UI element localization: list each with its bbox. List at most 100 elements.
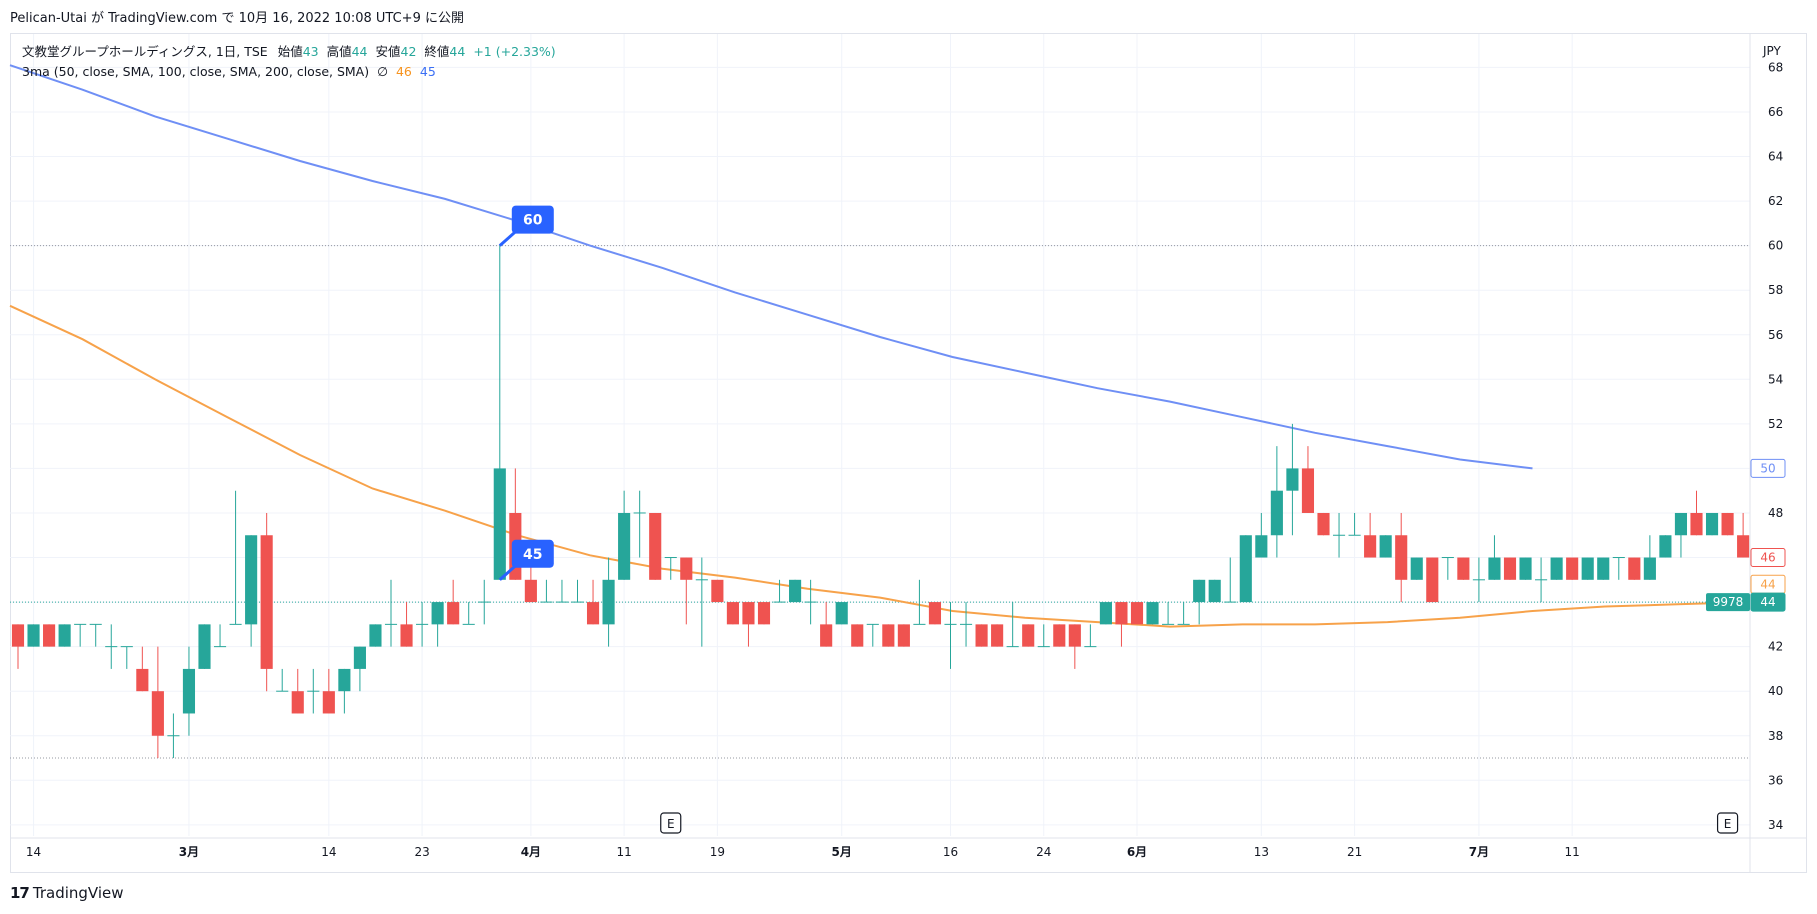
candle-body — [1721, 512, 1734, 536]
open-value: 43 — [302, 44, 319, 59]
x-tick-label: 14 — [26, 845, 41, 859]
candle-body — [493, 468, 506, 580]
change-value: +1 (+2.33%) — [473, 44, 556, 59]
candle-body — [1503, 557, 1517, 580]
candle-body — [680, 557, 693, 580]
candle-body — [447, 602, 460, 625]
currency-label: JPY — [1762, 44, 1782, 58]
price-scale-labels: 50 46 44 44 9978 — [1706, 458, 1786, 612]
indicator-name[interactable]: 3ma (50, close, SMA, 100, close, SMA, 20… — [22, 64, 370, 79]
candle-body — [1146, 602, 1159, 625]
candle-body — [1457, 557, 1470, 580]
candle-body — [1286, 468, 1299, 491]
horizontal-levels — [10, 245, 1750, 759]
price-scale-label-box — [1750, 592, 1786, 612]
price-scale-label-value: 46 — [1760, 551, 1775, 565]
candle-body — [975, 624, 988, 647]
x-tick-label: 19 — [710, 845, 725, 859]
candle-body — [1022, 624, 1035, 647]
candle-body — [1115, 602, 1128, 625]
chart-frame — [10, 33, 1807, 873]
x-tick-label: 14 — [321, 845, 336, 859]
low-value: 42 — [400, 44, 417, 59]
y-tick-label: 38 — [1768, 729, 1783, 743]
candle-body — [182, 668, 196, 714]
symbol-name[interactable]: 文教堂グループホールディングス, 1日, TSE — [22, 44, 268, 59]
candle-body — [245, 535, 258, 625]
candle-body — [1270, 490, 1283, 536]
candle-body — [1130, 602, 1144, 625]
candle-body — [928, 602, 942, 625]
earnings-marker[interactable] — [660, 812, 682, 834]
candle-body — [742, 602, 755, 625]
callout-box[interactable] — [511, 539, 554, 568]
candle-body — [1628, 557, 1641, 580]
candle-body — [991, 624, 1004, 647]
indicator-na-icon: ∅ — [377, 64, 388, 79]
x-tick-label: 3月 — [179, 845, 199, 859]
price-scale-label-value: 44 — [1760, 577, 1775, 591]
callout-value: 45 — [523, 547, 542, 563]
ma200-value: 45 — [419, 64, 436, 79]
candle-body — [1053, 624, 1066, 647]
candle-body — [1519, 557, 1532, 580]
x-tick-label: 21 — [1347, 845, 1362, 859]
candle-body — [58, 624, 71, 647]
price-scale-label-value: 44 — [1760, 595, 1775, 609]
y-tick-label: 60 — [1768, 239, 1783, 253]
symbol-legend-row: 文教堂グループホールディングス, 1日, TSE 始値43 高値44 安値42 … — [22, 42, 556, 62]
candle-body — [431, 602, 444, 625]
y-tick-label: 52 — [1768, 417, 1783, 431]
candle-body — [851, 624, 864, 647]
candle-body — [1239, 535, 1252, 603]
y-tick-label: 54 — [1768, 372, 1783, 386]
candle-body — [43, 624, 56, 647]
x-tick-label: 5月 — [832, 845, 852, 859]
candle-body — [602, 579, 615, 625]
candle-body — [726, 602, 739, 625]
candle-body — [789, 579, 802, 603]
earnings-marker[interactable] — [1716, 812, 1739, 834]
candle-body — [1193, 579, 1206, 603]
candle-body — [11, 624, 25, 647]
earnings-marker-label: E — [667, 817, 675, 831]
callout-box[interactable] — [511, 205, 554, 234]
indicator-legend-row: 3ma (50, close, SMA, 100, close, SMA, 20… — [22, 62, 556, 82]
candle-body — [835, 602, 848, 625]
x-tick-label: 6月 — [1127, 845, 1147, 859]
tradingview-logo[interactable]: 17 TradingView — [10, 884, 124, 902]
candle-body — [1317, 512, 1330, 536]
candle-body — [1643, 557, 1656, 580]
candle-body — [198, 624, 211, 669]
y-tick-label: 62 — [1768, 194, 1783, 208]
y-tick-label: 58 — [1768, 283, 1783, 297]
x-tick-label: 4月 — [521, 845, 541, 859]
candle-body — [897, 624, 910, 647]
high-label: 高値 — [326, 44, 352, 59]
candle-body — [1705, 512, 1719, 536]
candle-body — [1737, 535, 1750, 558]
y-tick-label: 42 — [1768, 640, 1783, 654]
y-tick-label: 40 — [1768, 684, 1783, 698]
countdown-box — [1706, 593, 1750, 612]
candle-body — [353, 646, 366, 669]
y-tick-label: 66 — [1768, 105, 1783, 119]
candle-body — [1208, 579, 1221, 603]
x-tick-label: 23 — [414, 845, 429, 859]
candle-body — [820, 624, 833, 647]
candle-body — [1426, 557, 1439, 603]
axes: 34 36 38 40 42 44 46 48 50 52 54 56 58 60 62 64 66 68 14 3月… — [10, 34, 1806, 872]
price-scale-label-box — [1750, 548, 1786, 568]
candle-body — [1659, 535, 1672, 558]
x-tick-label: 11 — [1565, 845, 1580, 859]
x-tick-label: 11 — [616, 845, 631, 859]
candle-body — [1255, 535, 1268, 558]
candle-body — [711, 579, 724, 603]
candle-body — [322, 691, 335, 714]
grid-lines — [10, 34, 1750, 836]
x-tick-label: 13 — [1254, 845, 1269, 859]
tradingview-logo-icon: 17 — [10, 884, 30, 902]
x-tick-label: 16 — [943, 845, 958, 859]
